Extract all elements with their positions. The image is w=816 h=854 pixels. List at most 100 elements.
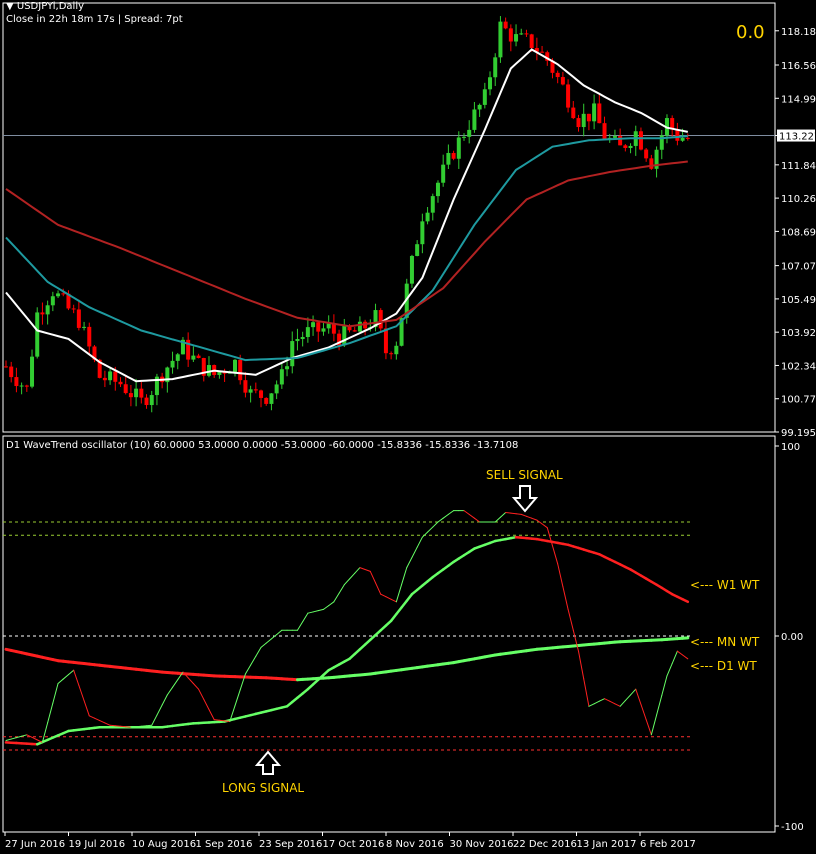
d1-wt-line-segment — [88, 715, 95, 719]
price-tick-label: 108.690 — [781, 227, 816, 238]
d1-wt-line-segment — [525, 515, 533, 519]
d1-wt-line-segment — [104, 722, 111, 726]
d1-wt-line-segment — [31, 736, 38, 741]
d1-wt-line-segment — [557, 563, 564, 588]
price-tick-label: 99.195 — [781, 428, 816, 439]
candle-body — [253, 389, 258, 391]
d1-wt-line-segment — [260, 642, 267, 648]
d1-wt-line-segment — [99, 720, 106, 724]
d1-wt-line-segment — [62, 674, 69, 680]
d1-wt-line-segment — [473, 517, 481, 523]
candle-body — [108, 371, 113, 381]
d1-wt-line-segment — [208, 708, 215, 721]
candle-body — [680, 137, 685, 141]
candle-body — [40, 312, 45, 315]
d1-wt-line-segment — [411, 546, 418, 558]
d1-wt-line-segment — [567, 608, 574, 631]
candle-body — [560, 77, 565, 85]
candle-body — [435, 182, 440, 197]
price-tick-label: 111.840 — [781, 161, 816, 172]
candle-body — [508, 28, 513, 42]
d1-wt-line-segment — [198, 688, 205, 700]
candle-body — [222, 371, 227, 374]
d1-wt-line-segment — [499, 512, 507, 518]
d1-wt-line-segment — [604, 698, 611, 702]
d1-wt-line-segment — [73, 669, 80, 686]
candle-body — [259, 390, 264, 398]
current-price-box — [777, 129, 815, 142]
candle-body — [337, 333, 342, 346]
candle-body — [581, 113, 586, 128]
d1-wt-line-segment — [401, 567, 408, 586]
price-tick-label: 118.185 — [781, 27, 816, 38]
candle-body — [357, 321, 362, 332]
price-tick-label: 110.265 — [781, 194, 816, 205]
candle-body — [675, 129, 680, 141]
candle-body — [482, 89, 487, 105]
d1-wt-line-segment — [661, 675, 668, 697]
price-tick-label: 102.345 — [781, 361, 816, 372]
osc-tick-label: 0.00 — [781, 632, 803, 643]
d1-wt-line-segment — [270, 634, 278, 640]
d1-wt-line-segment — [588, 703, 595, 707]
candle-body — [175, 354, 180, 361]
candle-body — [76, 309, 81, 328]
d1-wt-line-segment — [505, 512, 512, 514]
candle-body — [644, 149, 649, 159]
candle-body — [87, 326, 92, 347]
candle-body — [279, 369, 284, 385]
candle-body — [30, 356, 35, 387]
d1-wt-line-segment — [47, 702, 54, 724]
d1-wt-line-segment — [328, 601, 335, 607]
price-tick-label: 116.565 — [781, 61, 816, 72]
candle-body — [82, 326, 87, 328]
candle-body — [300, 337, 305, 340]
candle-body — [425, 212, 430, 222]
ma-fast-line — [5, 48, 689, 383]
candle-body — [477, 104, 482, 110]
osc-frame — [2, 435, 776, 833]
price-tick-label: 107.070 — [781, 262, 816, 273]
date-tick-label: 27 Jun 2016 — [5, 839, 65, 850]
price-tick-label: 114.990 — [781, 94, 816, 105]
d1-wt-line-segment — [645, 719, 652, 736]
d1-wt-line-segment — [93, 717, 101, 722]
price-tick-label: 100.770 — [781, 395, 816, 406]
d1-wt-line-segment — [640, 703, 647, 721]
d1-wt-line-segment — [609, 700, 616, 705]
candle-body — [56, 293, 61, 297]
d1-wt-line-segment — [218, 719, 226, 722]
d1-wt-line-segment — [671, 650, 678, 665]
d1-wt-line-segment — [494, 516, 501, 523]
candle-body — [170, 360, 175, 368]
candle-body — [602, 123, 607, 140]
candle-body — [628, 145, 633, 148]
d1-wt-line-segment — [26, 734, 33, 738]
d1-wt-line-segment — [166, 686, 174, 696]
candle-body — [415, 244, 420, 256]
candle-body — [430, 196, 435, 213]
ma-mid-line — [5, 135, 688, 362]
candle-body — [394, 345, 399, 355]
signal-value: 0.0 — [736, 22, 765, 43]
candle-body — [555, 72, 560, 78]
candle-body — [670, 118, 675, 130]
w1-wt-line — [4, 535, 690, 746]
current-price-label: 113.227 — [779, 132, 816, 143]
candle-body — [248, 389, 253, 393]
d1-wt-line-segment — [276, 629, 283, 636]
candle-body — [123, 384, 128, 394]
dropdown-icon[interactable]: ▼ — [6, 1, 14, 12]
d1-wt-line-segment — [656, 695, 663, 716]
d1-wt-line-segment — [676, 650, 684, 656]
candle-body — [618, 136, 623, 146]
d1-wt-line-segment — [354, 567, 361, 574]
candle-body — [316, 322, 321, 332]
candle-body — [347, 325, 352, 331]
d1-wt-line-segment — [442, 513, 449, 519]
candle-body — [4, 366, 8, 368]
symbol-title: USDJPYi,Daily — [16, 1, 85, 12]
candle-body — [274, 384, 279, 394]
d1-wt-line-segment — [36, 739, 43, 743]
candle-body — [97, 359, 102, 378]
